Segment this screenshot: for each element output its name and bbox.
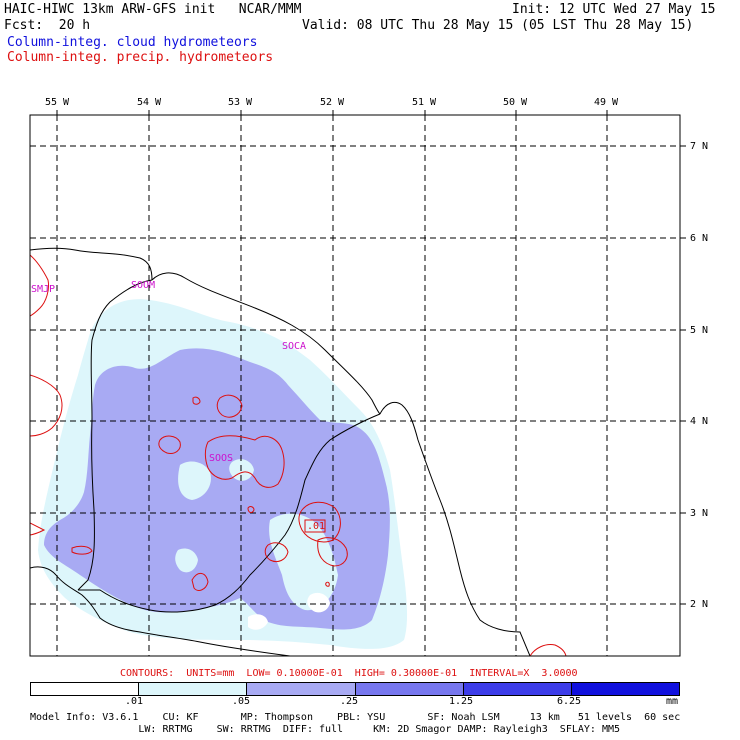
station-label: SOOS [209,453,234,464]
model-info-line-1: Model Info: V3.6.1 CU: KF MP: Thompson P… [30,712,681,723]
scale-tick-label: .01 [125,696,144,707]
lat-label: 3 N [690,508,709,519]
cloud-gap [178,461,211,500]
map-frame [29,114,681,657]
cloud-gap [307,592,330,613]
lat-label: 6 N [690,233,709,244]
legend-precip-hydrometeors: Column-integ. precip. hydrometeors [7,50,274,65]
model-title: HAIC-HIWC 13km ARW-GFS init NCAR/MMM [4,2,302,17]
contour-value-label: .01 [307,521,326,532]
lon-label: 55 W [45,97,70,108]
scale-swatch [355,683,464,695]
lat-label: 4 N [690,416,709,427]
lat-label: 5 N [690,325,709,336]
station-label: SMJP [31,284,56,295]
lon-label: 54 W [137,97,162,108]
scale-swatch [247,683,356,695]
forecast-hour: Fcst: 20 h [4,18,91,33]
precip-contours [30,254,567,656]
axis-ticks [56,110,686,605]
color-scale-bar [30,682,680,696]
cloud-gap [269,513,338,611]
lon-label: 50 W [503,97,528,108]
scale-tick-label: .05 [232,696,251,707]
hydrometeor-field [38,299,408,649]
coastline [30,247,531,656]
cloud-gap [248,614,268,630]
legend-cloud-hydrometeors: Column-integ. cloud hydrometeors [7,35,258,50]
scale-tick-label: 6.25 [557,696,582,707]
init-time: Init: 12 UTC Wed 27 May 15 [512,2,716,17]
scale-swatch [139,683,248,695]
lon-label: 52 W [320,97,345,108]
lat-label: 2 N [690,599,709,610]
lon-label: 53 W [228,97,253,108]
lat-label: 7 N [690,141,709,152]
scale-tick-label: 1.25 [449,696,474,707]
scale-swatch [571,683,680,695]
station-label: SOOM [131,280,156,291]
lon-label: 49 W [594,97,619,108]
lon-label: 51 W [412,97,437,108]
scale-unit: mm [666,696,679,707]
scale-swatch [463,683,572,695]
scale-tick-label: .25 [340,696,359,707]
station-label: SOCA [282,341,307,352]
cloud-gap [175,548,198,573]
contour-label-box [304,519,326,533]
valid-time: Valid: 08 UTC Thu 28 May 15 (05 LST Thu … [302,18,694,33]
contours-info: CONTOURS: UNITS=mm LOW= 0.10000E-01 HIGH… [120,668,578,679]
model-info-line-2: LW: RRTMG SW: RRTMG DIFF: full KM: 2D Sm… [30,724,621,735]
scale-swatch [31,683,140,695]
